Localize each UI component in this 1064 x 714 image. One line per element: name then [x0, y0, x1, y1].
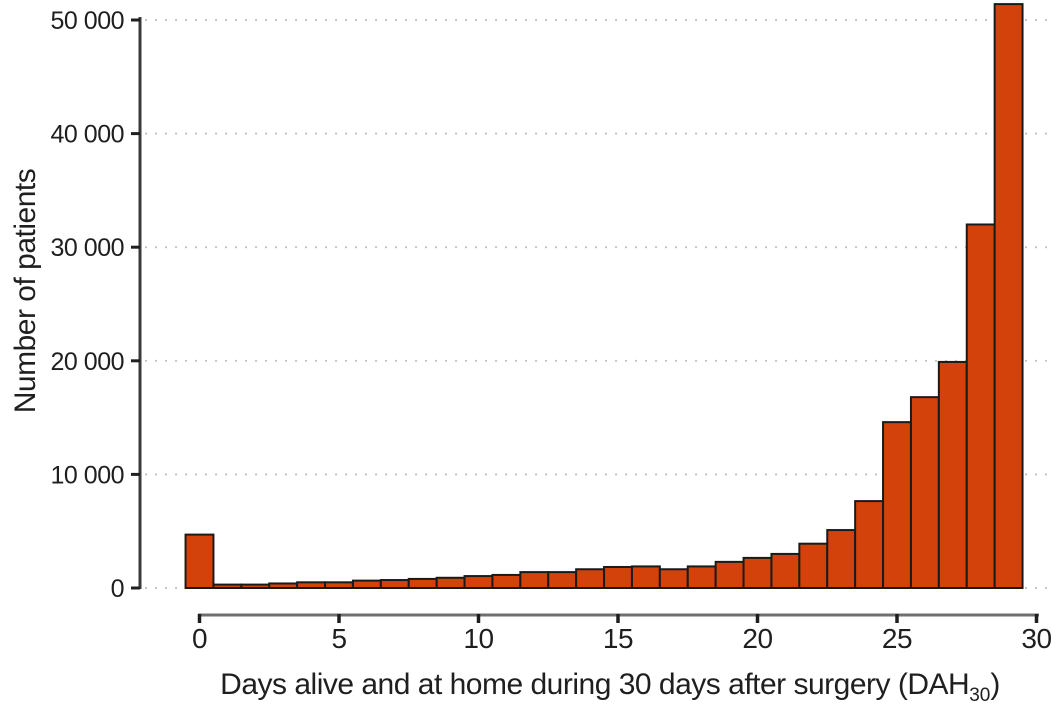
histogram-bar-dah-19 [714, 560, 745, 590]
x-tick-label: 20 [742, 623, 772, 654]
histogram-bar-dah-4 [296, 581, 327, 590]
y-tick-label: 0 [111, 575, 124, 603]
y-tick-label: 50 000 [51, 7, 124, 35]
x-tick-label: 15 [603, 623, 633, 654]
histogram-bar-dah-12 [519, 571, 550, 590]
histogram-bar-dah-3 [268, 582, 299, 589]
histogram-bar-dah-18 [686, 565, 717, 590]
histogram-bar-dah-23 [826, 529, 857, 590]
histogram-bar-dah-5 [324, 581, 354, 590]
histogram-bar-dah-15 [603, 565, 633, 590]
x-tick-label: 5 [331, 623, 346, 654]
histogram-bar-dah-8 [407, 577, 438, 589]
histogram-bar-dah-9 [435, 576, 466, 590]
x-axis-title: Days alive and at home during 30 days af… [185, 668, 1035, 707]
histogram-bar-dah-17 [658, 568, 689, 589]
histogram-bar-dah-25 [882, 421, 912, 590]
x-tick-label: 0 [192, 623, 207, 654]
histogram-bar-dah-16 [630, 565, 661, 590]
histogram-bar-dah-11 [491, 573, 522, 589]
y-axis-title: Number of patients [9, 168, 42, 414]
histogram-bar-dah-0 [184, 533, 215, 589]
y-tick-label: 30 000 [51, 234, 124, 262]
x-axis-title-text: Days alive and at home during 30 days af… [220, 668, 970, 701]
x-axis: 0 5 10 15 20 25 30 [192, 613, 1052, 654]
histogram-bar-dah-10 [463, 575, 494, 590]
y-tick-label: 40 000 [51, 121, 124, 149]
histogram-bar-dah-20 [742, 556, 773, 589]
x-tick-label: 10 [463, 623, 493, 654]
histogram-bar-dah-21 [770, 552, 801, 589]
histogram-bar-dah-27 [937, 360, 968, 589]
bars [184, 3, 1024, 590]
histogram-bar-dah-13 [547, 571, 578, 590]
histogram-bar-dah-14 [575, 568, 606, 589]
histogram-bar-dah-29 [993, 3, 1024, 589]
histogram-bar-dah-1 [212, 583, 243, 589]
histogram-bar-dah-24 [854, 500, 885, 590]
histogram-bar-dah-6 [351, 579, 382, 590]
x-axis-title-subscript: 30 [969, 685, 991, 706]
histogram-bar-dah-2 [240, 583, 271, 589]
histogram-bar-dah-22 [798, 542, 829, 589]
histogram-bar-dah-7 [379, 579, 410, 589]
x-axis-title-close-paren: ) [990, 668, 1000, 701]
histogram-bar-dah-26 [909, 396, 940, 590]
y-tick-label: 20 000 [51, 348, 124, 376]
histogram-bar-dah-28 [965, 223, 996, 589]
y-tick-label: 10 000 [51, 461, 124, 489]
x-tick-label: 30 [1021, 623, 1051, 654]
y-axis: 0 10 000 20 000 30 000 40 000 50 000 [51, 7, 142, 603]
x-tick-label: 25 [882, 623, 912, 654]
